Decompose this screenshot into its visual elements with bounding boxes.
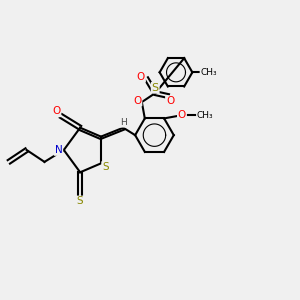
Text: CH₃: CH₃ (197, 111, 213, 120)
Text: H: H (120, 118, 127, 127)
Text: S: S (102, 162, 109, 172)
Text: S: S (152, 83, 159, 93)
Text: N: N (55, 145, 62, 155)
Text: O: O (166, 97, 174, 106)
Text: O: O (133, 96, 142, 106)
Text: S: S (77, 196, 83, 206)
Text: O: O (52, 106, 61, 116)
Text: O: O (178, 110, 186, 120)
Text: O: O (137, 72, 145, 82)
Text: CH₃: CH₃ (200, 68, 217, 77)
